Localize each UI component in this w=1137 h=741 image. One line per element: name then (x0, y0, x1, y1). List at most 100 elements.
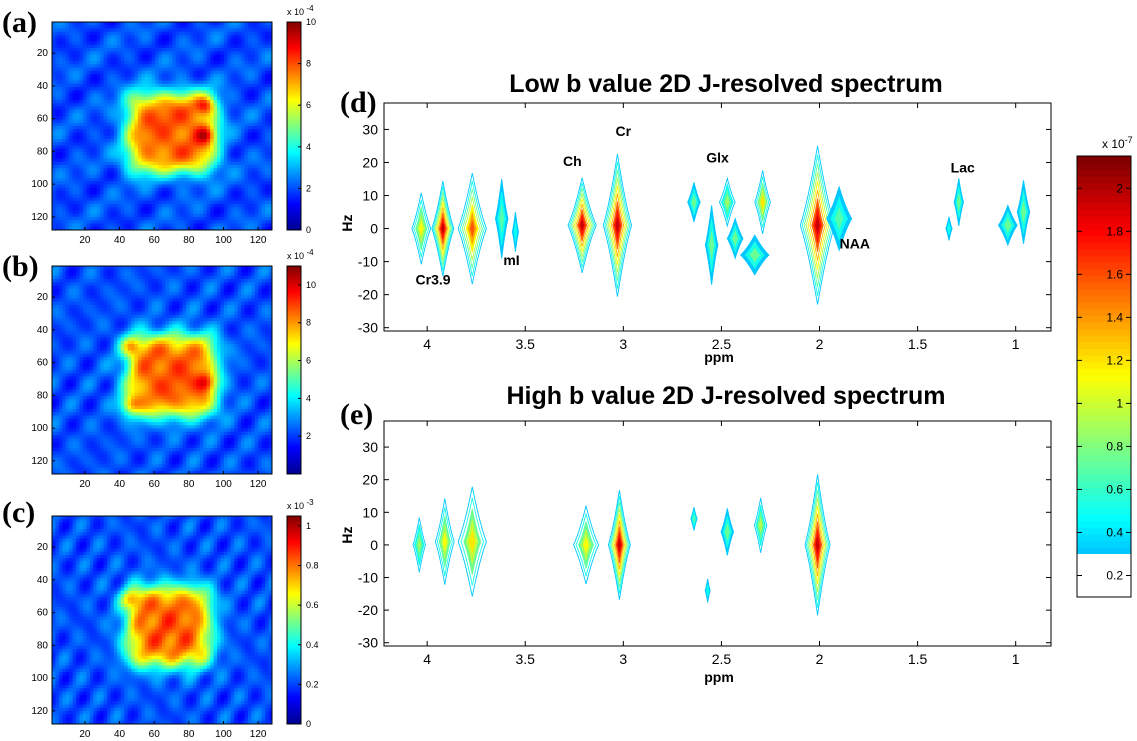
heatmap-cell (155, 129, 160, 133)
heatmap-cell (62, 93, 67, 98)
heatmap-cell (141, 223, 146, 228)
heatmap-cell (241, 74, 245, 78)
heatmap-cell (203, 275, 208, 280)
heatmap-cell (69, 31, 74, 36)
heatmap-cell (55, 282, 60, 286)
heatmap-cell (182, 275, 187, 280)
heatmap-cell (62, 181, 67, 185)
heatmap-cell (237, 28, 242, 33)
heatmap-cell (144, 93, 149, 98)
heatmap-cell (189, 210, 194, 215)
heatmap-cell (203, 217, 208, 221)
heatmap-cell (210, 285, 215, 290)
heatmap-cell (230, 67, 235, 72)
heatmap-cell (137, 113, 142, 117)
heatmap-cell (124, 155, 129, 159)
heatmap-cell (192, 135, 197, 140)
heatmap-cell (103, 135, 108, 140)
heatmap-cell (217, 220, 221, 224)
heatmap-cell (158, 168, 163, 172)
heatmap-cell (186, 161, 190, 166)
heatmap-cell (206, 132, 211, 137)
heatmap-cell (110, 64, 115, 68)
heatmap-cell (141, 122, 146, 127)
heatmap-cell (62, 25, 67, 29)
heatmap-cell (117, 142, 122, 146)
heatmap-cell (192, 100, 197, 104)
heatmap-cell (192, 285, 197, 290)
heatmap-cell (134, 139, 139, 143)
heatmap-cell (113, 139, 118, 143)
heatmap-cell (93, 25, 98, 29)
heatmap-cell (230, 223, 235, 228)
heatmap-cell (131, 96, 135, 101)
heatmap-cell (76, 77, 80, 81)
heatmap-cell (230, 77, 235, 81)
heatmap-cell (100, 41, 105, 46)
heatmap-cell (199, 67, 204, 72)
heatmap-cell (93, 142, 98, 146)
heatmap-cell (213, 106, 218, 111)
heatmap-cell (168, 282, 173, 286)
heatmap-cell (110, 187, 115, 192)
heatmap-cell (69, 96, 74, 101)
heatmap-cell (58, 305, 63, 309)
heatmap-cell (107, 269, 111, 273)
heatmap-cell (110, 145, 115, 150)
heatmap-cell (131, 74, 135, 78)
heatmap-cell (223, 210, 228, 215)
heatmap-cell (124, 48, 129, 52)
heatmap-cell (217, 31, 221, 36)
heatmap-cell (79, 152, 84, 156)
heatmap-cell (93, 122, 98, 127)
heatmap-cell (254, 217, 259, 221)
heatmap-cell (62, 168, 67, 172)
heatmap-cell (127, 41, 132, 46)
heatmap-cell (72, 103, 77, 107)
heatmap-cell (124, 275, 129, 280)
heatmap-cell (210, 87, 215, 91)
heatmap-cell (72, 93, 77, 98)
heatmap-cell (182, 100, 187, 104)
heatmap-cell (86, 25, 91, 29)
heatmap-cell (165, 161, 170, 166)
heatmap-cell (175, 145, 180, 150)
heatmap-cell (144, 194, 149, 198)
heatmap-cell (165, 220, 170, 224)
heatmap-cell (134, 305, 139, 309)
heatmap-cell (124, 132, 129, 137)
heatmap-cell (217, 139, 221, 143)
heatmap-cell (144, 207, 149, 211)
heatmap-cell (261, 187, 266, 192)
heatmap-cell (192, 266, 197, 270)
heatmap-cell (175, 35, 180, 39)
heatmap-cell (234, 178, 239, 182)
heatmap-cell (210, 279, 215, 283)
heatmap-cell (251, 285, 256, 290)
heatmap-cell (234, 31, 239, 36)
heatmap-cell (244, 191, 249, 195)
heatmap-cell (265, 168, 270, 172)
heatmap-cell (172, 83, 177, 88)
heatmap-cell (179, 96, 184, 101)
heatmap-cell (113, 165, 118, 169)
heatmap-cell (196, 295, 201, 299)
heatmap-cell (144, 126, 149, 130)
heatmap-cell (182, 155, 187, 159)
heatmap-cell (76, 207, 80, 211)
heatmap-cell (137, 161, 142, 166)
heatmap-cell (227, 266, 232, 270)
heatmap-cell (199, 44, 204, 49)
heatmap-cell (86, 126, 91, 130)
heatmap-cell (82, 70, 87, 75)
heatmap-cell (247, 139, 252, 143)
heatmap-cell (241, 41, 245, 46)
heatmap-cell (237, 194, 242, 198)
heatmap-cell (261, 285, 266, 290)
heatmap-cell (141, 22, 146, 26)
heatmap-cell (162, 103, 166, 107)
heatmap-cell (89, 126, 94, 130)
heatmap-cell (189, 288, 194, 293)
heatmap-cell (192, 38, 197, 42)
heatmap-cell (69, 155, 74, 159)
